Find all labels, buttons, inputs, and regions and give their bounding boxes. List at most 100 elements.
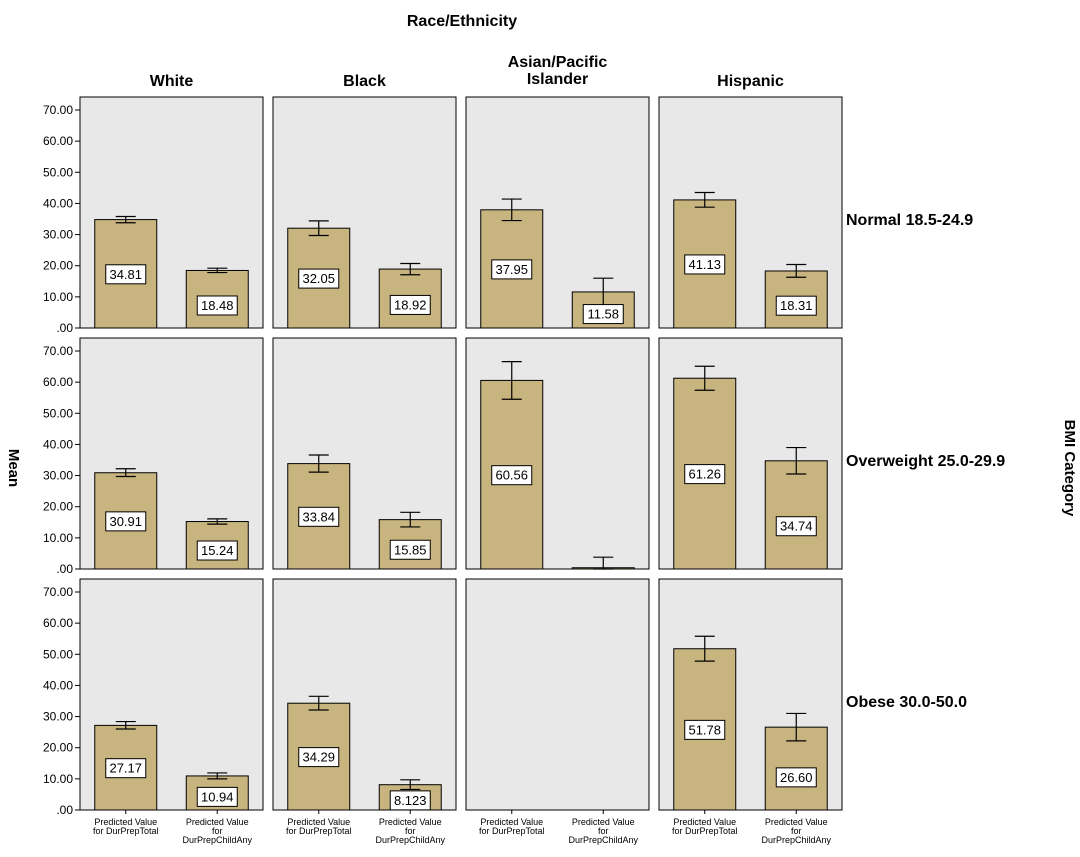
data-label-box (105, 264, 147, 285)
y-tick-label: 70.00 (43, 103, 73, 117)
data-label-box (775, 516, 817, 537)
y-tick-label: 70.00 (43, 344, 73, 358)
column-header-line: White (150, 73, 194, 90)
data-label-box (684, 254, 726, 275)
y-tick-label: 30.00 (43, 710, 73, 724)
y-axis-title: Mean (5, 449, 22, 487)
column-header-line: Islander (527, 71, 588, 88)
panel: 30.91 15.24 (79, 337, 264, 570)
x-category-label-line: Predicted Value (287, 817, 350, 827)
x-category-label-line: Predicted Value (94, 817, 157, 827)
column-header: Asian/Pacific Islander (508, 54, 608, 88)
x-category-label-line: for (405, 826, 416, 836)
data-label-box (491, 465, 533, 486)
x-category-label-line: Predicted Value (673, 817, 736, 827)
data-label: 51.78 (688, 722, 721, 737)
y-tick-label: 20.00 (43, 500, 73, 514)
column-header: White (150, 73, 194, 90)
panel: 32.05 18.92 (272, 96, 457, 329)
x-category-label-line: for DurPrepTotal (93, 826, 159, 836)
y-tick-label: 60.00 (43, 375, 73, 389)
data-label-box (298, 506, 340, 527)
y-tick-label: 10.00 (43, 290, 73, 304)
y-tick-label: 20.00 (43, 741, 73, 755)
data-label-box (775, 767, 817, 788)
x-category-label: Predicted Value for DurPrepTotal (479, 817, 545, 836)
panel: 41.13 18.31 (658, 96, 843, 329)
data-label-box (298, 268, 340, 289)
data-label-box (105, 758, 147, 779)
y-tick-label: 20.00 (43, 259, 73, 273)
panel: 33.84 15.85 (272, 337, 457, 570)
data-label-box (684, 719, 726, 740)
data-label-box (491, 259, 533, 280)
row-header: Overweight 25.0-29.9 (846, 453, 1005, 470)
data-label-box (775, 295, 817, 316)
data-label-box (196, 786, 238, 807)
x-category-label: Predicted Value for DurPrepChildAny (182, 817, 252, 845)
data-label-box (389, 539, 431, 560)
panel-background (465, 578, 650, 811)
panel: 34.81 18.48 (79, 96, 264, 329)
column-header: Hispanic (717, 73, 784, 90)
data-label: 30.91 (109, 514, 142, 529)
data-label: 32.05 (302, 271, 335, 286)
y-tick-label: 50.00 (43, 406, 73, 420)
x-category-label-line: Predicted Value (186, 817, 249, 827)
row-header: Normal 18.5-24.9 (846, 212, 973, 229)
data-label: 61.26 (688, 467, 721, 482)
x-category-label-line: DurPrepChildAny (182, 835, 252, 845)
x-category-label-line: DurPrepChildAny (568, 835, 638, 845)
data-label: 26.60 (780, 770, 813, 785)
y-tick-label: 30.00 (43, 469, 73, 483)
panel (465, 578, 650, 811)
data-label: 60.56 (495, 468, 528, 483)
x-category-label-line: for DurPrepTotal (672, 826, 738, 836)
x-category-label: Predicted Value for DurPrepChildAny (761, 817, 831, 845)
column-header: Black (343, 73, 386, 90)
panel: 60.56 (465, 337, 650, 570)
data-label: 27.17 (109, 761, 142, 776)
panel: 27.17 10.94 (79, 578, 264, 811)
y-tick-label: 60.00 (43, 616, 73, 630)
row-axis-title: BMI Category (1061, 420, 1078, 517)
y-tick-label: 40.00 (43, 678, 73, 692)
data-label-box (105, 511, 147, 532)
x-category-label: Predicted Value for DurPrepTotal (672, 817, 738, 836)
bar (480, 379, 544, 570)
x-category-label-line: Predicted Value (572, 817, 635, 827)
data-label-box (298, 747, 340, 768)
chart-marks: White Black Asian/Pacific Islander Hispanic N… (43, 54, 1005, 845)
data-label-box (684, 464, 726, 485)
data-label-box (582, 304, 624, 325)
column-header-line: Black (343, 73, 386, 90)
data-label-box (389, 294, 431, 315)
data-label: 41.13 (688, 257, 721, 272)
x-category-label-line: for (598, 826, 609, 836)
x-category-label: Predicted Value for DurPrepTotal (93, 817, 159, 836)
y-tick-label: 50.00 (43, 165, 73, 179)
bar (673, 199, 737, 329)
x-category-label-line: for DurPrepTotal (286, 826, 352, 836)
y-tick-label: 10.00 (43, 772, 73, 786)
y-tick-label: .00 (56, 321, 73, 335)
y-tick-label: .00 (56, 562, 73, 576)
y-tick-label: 30.00 (43, 228, 73, 242)
data-label: 15.85 (394, 542, 427, 557)
data-label: 18.92 (394, 297, 427, 312)
y-tick-label: 70.00 (43, 585, 73, 599)
x-category-label-line: Predicted Value (379, 817, 442, 827)
chart-title: Race/Ethnicity (407, 13, 517, 30)
data-label: 10.94 (201, 789, 234, 804)
data-label-box (389, 790, 431, 811)
x-category-label-line: Predicted Value (765, 817, 828, 827)
y-tick-label: 50.00 (43, 647, 73, 661)
bar (94, 724, 158, 811)
column-header-line: Hispanic (717, 73, 784, 90)
data-label: 37.95 (495, 262, 528, 277)
row-header: Obese 30.0-50.0 (846, 694, 967, 711)
panel: 37.95 11.58 (465, 96, 650, 329)
panel: 51.78 26.60 (658, 578, 843, 811)
data-label: 34.74 (780, 519, 813, 534)
